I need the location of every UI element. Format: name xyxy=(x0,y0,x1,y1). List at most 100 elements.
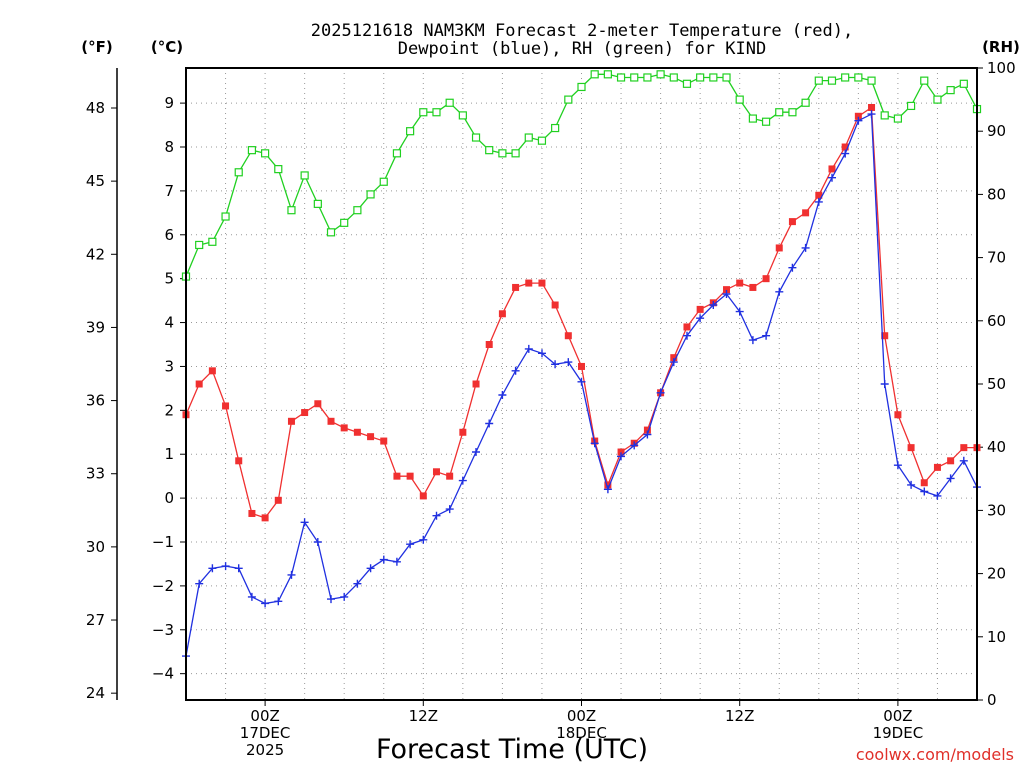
dewpoint-point xyxy=(762,331,771,340)
dewpoint-point xyxy=(880,380,889,388)
dewpoint-point xyxy=(643,430,652,439)
rh-point xyxy=(300,171,309,180)
rh-point xyxy=(208,237,217,246)
rh-point xyxy=(247,146,257,155)
2-meter-temperature-point xyxy=(881,332,889,340)
rh-point xyxy=(788,108,797,117)
dewpoint-point xyxy=(867,110,876,119)
dewpoint-point xyxy=(748,336,757,345)
2-meter-temperature-point xyxy=(723,286,731,294)
rh-point xyxy=(537,136,547,145)
2-meter-temperature-point xyxy=(314,400,322,408)
rh-point xyxy=(313,199,322,208)
2-meter-temperature-point xyxy=(815,191,823,199)
rh-point xyxy=(326,228,336,237)
dewpoint-point xyxy=(432,511,441,520)
fahrenheit-unit-label: (°F) xyxy=(81,38,112,56)
dewpoint-point xyxy=(406,540,415,549)
rh-point xyxy=(669,73,678,82)
dewpoint-point xyxy=(617,452,625,461)
rh-point xyxy=(603,70,612,79)
dewpoint-point xyxy=(959,456,968,465)
2-meter-temperature-point xyxy=(604,481,612,489)
fahrenheit-tick-label: 30 xyxy=(86,538,105,556)
rh-point xyxy=(761,117,771,126)
2-meter-temperature-point xyxy=(617,448,625,456)
dewpoint-point xyxy=(313,538,322,546)
2-meter-temperature-point xyxy=(894,411,902,419)
rh-point xyxy=(722,73,731,82)
2-meter-temperature-point xyxy=(380,437,388,445)
series-layer xyxy=(181,70,982,661)
2-meter-temperature-point xyxy=(248,509,256,517)
2-meter-temperature-point xyxy=(683,323,691,331)
dewpoint-point xyxy=(327,595,335,604)
2-meter-temperature-point xyxy=(775,244,783,252)
rh-point xyxy=(340,218,349,227)
x-tick-label: 12Z xyxy=(409,707,438,725)
rh-point xyxy=(195,240,204,250)
dewpoint-point xyxy=(683,331,691,340)
rh-point xyxy=(419,108,428,117)
rh-point xyxy=(854,73,863,82)
dewpoint-point xyxy=(788,263,797,272)
2-meter-temperature-point xyxy=(841,143,849,151)
dewpoint-point xyxy=(577,377,586,386)
axis-layer: −4−3−2−101234567892427303336394245480102… xyxy=(86,59,1016,759)
2-meter-temperature-point xyxy=(419,492,427,500)
celsius-tick-label: −4 xyxy=(152,665,174,683)
2-meter-temperature-point xyxy=(274,496,282,504)
dewpoint-point xyxy=(841,149,850,158)
dewpoint-point xyxy=(722,290,731,298)
dewpoint-point xyxy=(261,599,270,608)
celsius-tick-label: 9 xyxy=(164,94,174,112)
dewpoint-point xyxy=(564,358,573,367)
rh-point xyxy=(933,95,942,104)
rh-point xyxy=(906,101,916,111)
celsius-tick-label: 1 xyxy=(164,445,174,463)
rh-tick-label: 70 xyxy=(987,249,1006,267)
2-meter-temperature-point xyxy=(868,104,876,111)
celsius-tick-label: 5 xyxy=(164,270,174,288)
2-meter-temperature-point xyxy=(301,409,309,417)
dewpoint-point xyxy=(524,344,533,353)
rh-point xyxy=(735,95,744,104)
fahrenheit-tick-label: 36 xyxy=(86,392,105,410)
dewpoint-point xyxy=(775,287,784,296)
dewpoint-point xyxy=(366,564,375,573)
x-tick-label: 00Z xyxy=(567,707,596,725)
dewpoint-point xyxy=(669,358,678,367)
dewpoint-point xyxy=(828,173,836,182)
dewpoint-point xyxy=(933,491,942,500)
dewpoint-point xyxy=(208,564,217,573)
rh-unit-label: (RH) xyxy=(982,38,1020,56)
2-meter-temperature-point xyxy=(854,112,862,120)
dewpoint-point xyxy=(353,579,362,588)
2-meter-temperature-point xyxy=(472,380,480,388)
2-meter-temperature-point xyxy=(235,457,243,465)
celsius-tick-label: 7 xyxy=(164,182,174,200)
rh-point xyxy=(801,98,810,107)
fahrenheit-tick-label: 42 xyxy=(86,245,105,263)
x-tick-label: 18DEC xyxy=(556,724,607,742)
2-meter-temperature-point xyxy=(907,444,915,452)
x-tick-label: 00Z xyxy=(883,707,912,725)
rh-tick-label: 10 xyxy=(987,628,1006,646)
dewpoint-point xyxy=(801,243,810,252)
2-meter-temperature-point xyxy=(696,305,704,313)
rh-point xyxy=(682,79,692,88)
rh-point xyxy=(775,108,784,117)
rh-point xyxy=(630,73,639,82)
rh-tick-label: 30 xyxy=(987,501,1006,519)
2-meter-temperature-point xyxy=(564,332,572,340)
rh-point xyxy=(524,133,533,142)
plot-frame xyxy=(185,67,978,701)
2-meter-temperature-point xyxy=(353,428,361,436)
rh-point xyxy=(841,73,850,82)
2-meter-temperature-point xyxy=(446,472,454,480)
chart-title-line-2: Dewpoint (blue), RH (green) for KIND xyxy=(398,39,766,59)
dewpoint-point xyxy=(854,116,863,125)
rh-point xyxy=(893,114,903,123)
dewpoint-point xyxy=(221,562,230,571)
rh-point xyxy=(946,86,955,95)
